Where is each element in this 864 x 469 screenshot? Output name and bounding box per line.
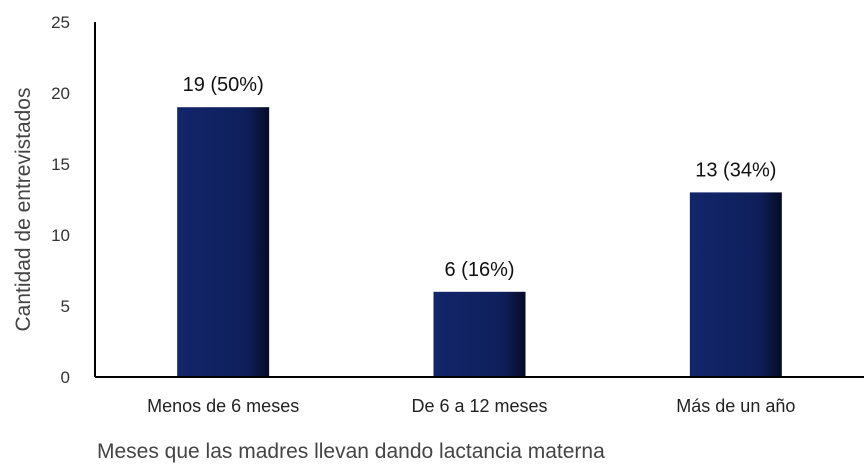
y-tick-label: 5 (61, 297, 70, 316)
data-label: 6 (16%) (444, 259, 514, 281)
data-label: 19 (50%) (183, 74, 264, 96)
data-label: 13 (34%) (695, 159, 776, 181)
y-tick-label: 0 (61, 368, 70, 387)
y-axis-title: Cantidad de entrevistados (12, 88, 35, 332)
bar (689, 192, 782, 377)
x-axis-labels: Menos de 6 meses De 6 a 12 meses Más de un… (147, 396, 795, 416)
y-axis-ticks: 0 5 10 15 20 25 (51, 13, 70, 387)
x-axis-title: Meses que las madres llevan dando lactan… (97, 440, 605, 463)
bars (177, 107, 782, 377)
y-tick-label: 15 (51, 155, 70, 174)
y-tick-label: 25 (51, 13, 70, 32)
x-tick-label: Más de un año (676, 396, 795, 416)
x-tick-label: De 6 a 12 meses (411, 396, 547, 416)
bar (177, 107, 270, 377)
y-tick-label: 10 (51, 226, 70, 245)
x-tick-label: Menos de 6 meses (147, 396, 299, 416)
data-labels: 19 (50%) 6 (16%) 13 (34%) (183, 74, 777, 281)
y-tick-label: 20 (51, 84, 70, 103)
bar (433, 291, 526, 377)
